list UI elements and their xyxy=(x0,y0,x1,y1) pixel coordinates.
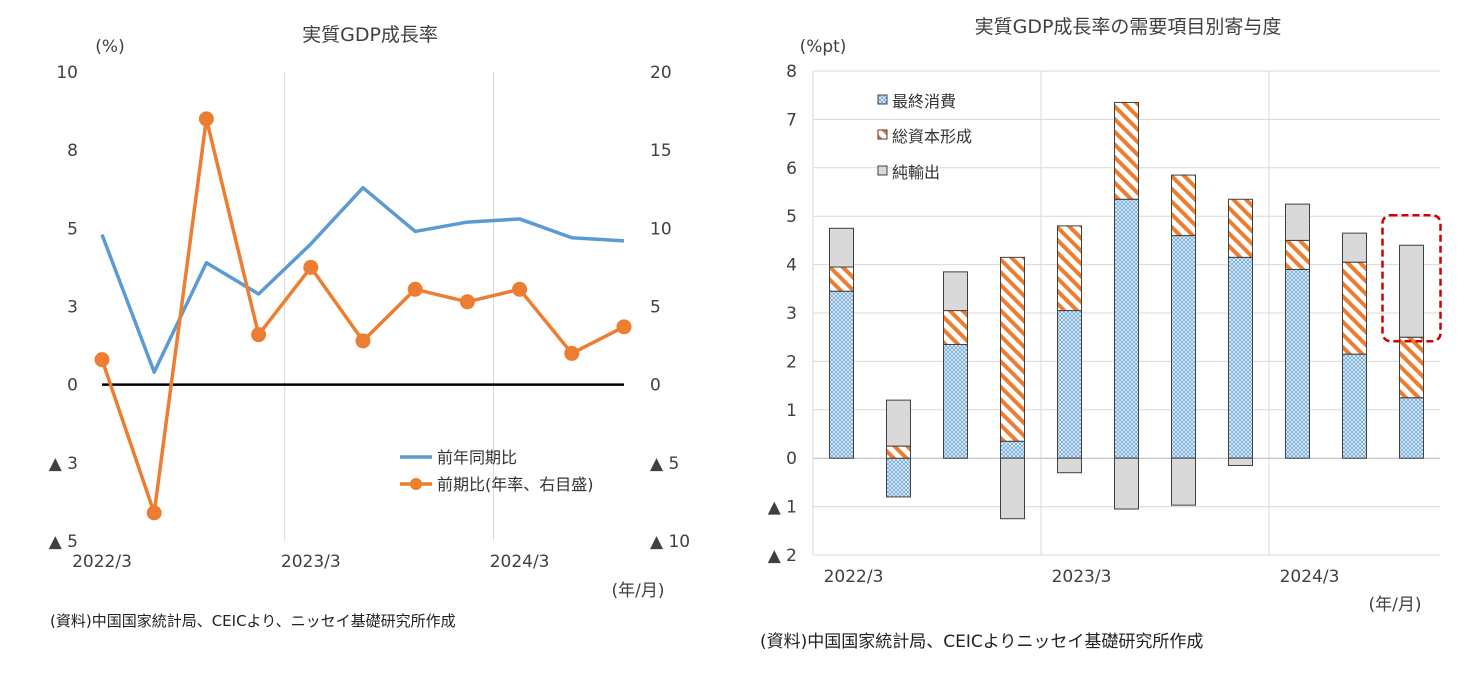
yoy-growth-line xyxy=(100,185,625,374)
right-x-tick-label: 2023/3 xyxy=(1052,567,1112,587)
right-chart: 8 7 6 5 4 3 2 1 0 ▲ 1 ▲ 2 2022/3 2023/3 2024/3 最終消費総資本… xyxy=(768,62,1442,587)
right-y-tick-label: 8 xyxy=(786,62,797,82)
left-x-tick-label: 2024/3 xyxy=(490,552,550,572)
left-x-tick-label: 2023/3 xyxy=(281,552,341,572)
net-exports-bar xyxy=(1342,232,1367,263)
right-y-tick-label: 7 xyxy=(786,110,797,130)
consumption-bar xyxy=(886,457,911,498)
net-exports-bar xyxy=(1000,457,1025,520)
consumption-bar xyxy=(829,290,854,459)
right-y-tick-label: ▲ 1 xyxy=(768,498,797,518)
qoq-data-point xyxy=(303,259,319,275)
left-y-tick-label: 8 xyxy=(67,141,78,161)
net-exports-bar xyxy=(1285,203,1310,241)
right-y-axis-tick-label: 20 xyxy=(650,63,672,83)
net-exports-bar xyxy=(829,227,854,268)
capital-formation-bar xyxy=(829,266,854,292)
left-chart: 10 8 5 3 0 ▲ 3 ▲ 5 20 15 10 5 0 ▲ 5 ▲ 10 2022/3 2023/3 2… xyxy=(49,63,690,572)
consumption-bar xyxy=(1228,256,1253,459)
left-chart-title: 実質GDP成長率 xyxy=(302,24,438,46)
right-y-axis-tick-label: ▲ 5 xyxy=(650,454,679,474)
legend-label-capital-formation-bar: 総資本形成 xyxy=(892,127,972,146)
legend-label-yoy: 前年同期比 xyxy=(437,448,517,467)
consumption-bar xyxy=(1114,198,1139,459)
left-y-tick-label: 3 xyxy=(67,298,78,318)
right-y-tick-label: ▲ 2 xyxy=(768,546,797,566)
right-y-tick-label: 6 xyxy=(786,159,797,179)
right-source-note: (資料)中国国家統計局、CEICよりニッセイ基礎研究所作成 xyxy=(760,632,1203,652)
qoq-data-point xyxy=(251,327,267,343)
left-y-unit-label: (%) xyxy=(95,37,124,57)
consumption-bar xyxy=(1342,353,1367,459)
legend-marker-qoq xyxy=(410,478,422,490)
capital-formation-bar xyxy=(1228,198,1253,258)
right-y-tick-label: 5 xyxy=(786,207,797,227)
right-y-axis-tick-label: 5 xyxy=(650,298,661,318)
net-exports-bar xyxy=(1114,457,1139,510)
legend-swatch-consumption-bar xyxy=(877,94,888,105)
capital-formation-bar xyxy=(1114,101,1139,200)
qoq-growth-line xyxy=(100,117,625,515)
capital-formation-bar xyxy=(1000,256,1025,442)
net-exports-bar xyxy=(1228,457,1253,466)
capital-formation-bar xyxy=(1057,225,1082,312)
consumption-bar xyxy=(1399,397,1424,459)
right-x-tick-label: 2022/3 xyxy=(824,567,884,587)
legend-label-qoq: 前期比(年率、右目盛) xyxy=(437,475,594,494)
consumption-bar xyxy=(1171,235,1196,459)
right-y-unit-label: (%pt) xyxy=(800,37,847,57)
right-chart-title: 実質GDP成長率の需要項目別寄与度 xyxy=(975,16,1282,38)
left-x-unit-label: (年/月) xyxy=(612,581,665,601)
qoq-data-point xyxy=(94,352,110,368)
capital-formation-bar xyxy=(1399,336,1424,399)
net-exports-bar xyxy=(1171,457,1196,506)
qoq-data-point xyxy=(564,345,580,361)
net-exports-bar xyxy=(1399,244,1424,338)
highlight-box xyxy=(1381,213,1442,343)
right-x-tick-label: 2024/3 xyxy=(1280,567,1340,587)
consumption-bar xyxy=(943,343,968,459)
consumption-bar xyxy=(1057,310,1082,459)
qoq-data-point xyxy=(459,294,475,310)
capital-formation-bar xyxy=(1171,174,1196,237)
left-y-tick-label: ▲ 5 xyxy=(49,532,78,552)
consumption-bar xyxy=(1000,440,1025,459)
right-y-tick-label: 0 xyxy=(786,449,797,469)
qoq-data-point xyxy=(355,333,371,349)
left-y-tick-label: 5 xyxy=(67,219,78,239)
right-y-tick-label: 1 xyxy=(786,401,797,421)
qoq-data-point xyxy=(512,281,528,297)
right-y-axis-tick-label: 10 xyxy=(650,219,672,239)
legend-swatch-net-exports-bar xyxy=(877,165,888,176)
right-y-axis-tick-label: 0 xyxy=(650,376,661,396)
right-y-axis-tick-label: 15 xyxy=(650,141,672,161)
qoq-data-point xyxy=(407,281,423,297)
left-x-tick-label: 2022/3 xyxy=(72,552,132,572)
qoq-data-point xyxy=(198,111,214,127)
right-y-tick-label: 3 xyxy=(786,304,797,324)
qoq-data-point xyxy=(616,319,632,335)
left-y-tick-label: 10 xyxy=(56,63,78,83)
net-exports-bar xyxy=(886,399,911,447)
right-x-unit-label: (年/月) xyxy=(1369,595,1422,615)
qoq-data-point xyxy=(146,505,162,521)
right-y-tick-label: 2 xyxy=(786,352,797,372)
legend-label-net-exports-bar: 純輸出 xyxy=(892,163,940,182)
left-y-tick-label: ▲ 3 xyxy=(49,454,78,474)
net-exports-bar xyxy=(1057,457,1082,474)
capital-formation-bar xyxy=(1342,261,1367,355)
right-y-axis-tick-label: ▲ 10 xyxy=(650,532,690,552)
left-y-tick-label: 0 xyxy=(67,376,78,396)
net-exports-bar xyxy=(943,271,968,312)
legend-swatch-capital-formation-bar xyxy=(877,129,888,140)
left-source-note: (資料)中国国家統計局、CEICより、ニッセイ基礎研究所作成 xyxy=(50,612,456,630)
capital-formation-bar xyxy=(1285,239,1310,270)
consumption-bar xyxy=(1285,268,1310,459)
capital-formation-bar xyxy=(886,445,911,459)
legend-label-consumption-bar: 最終消費 xyxy=(892,92,956,111)
right-y-tick-label: 4 xyxy=(786,256,797,276)
capital-formation-bar xyxy=(943,310,968,345)
